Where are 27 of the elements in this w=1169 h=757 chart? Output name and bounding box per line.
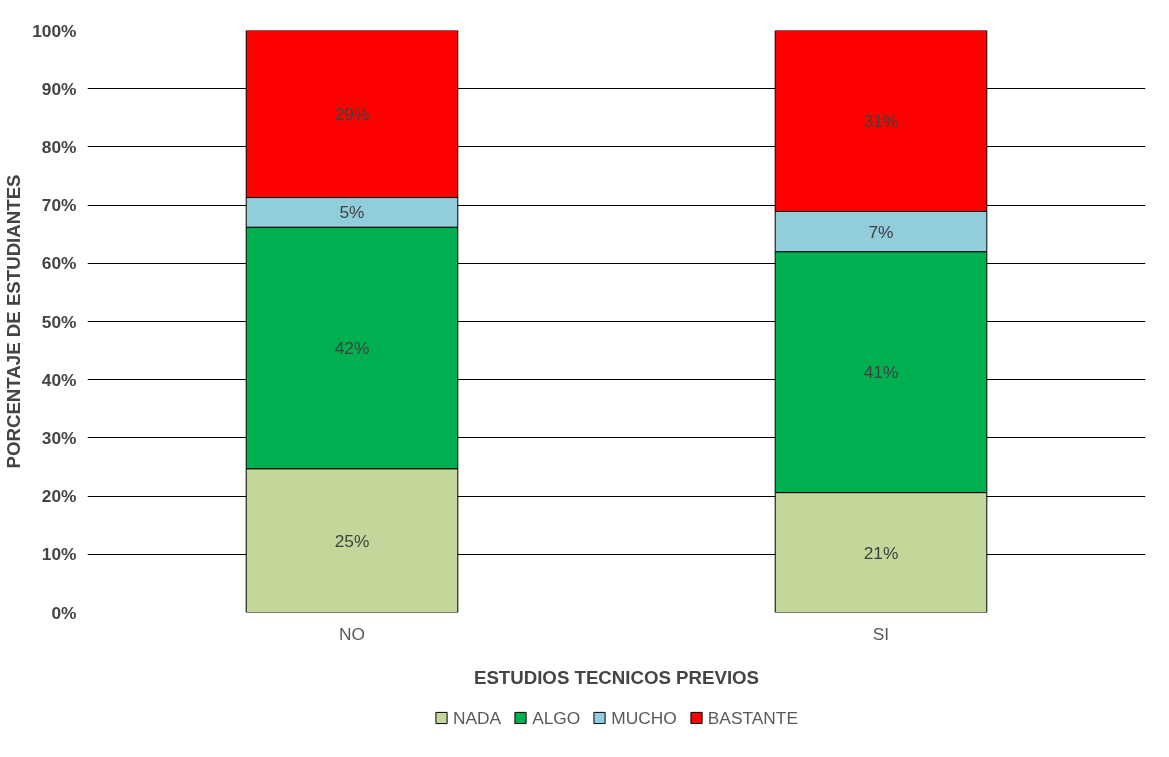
- data-label: 25%: [334, 530, 370, 551]
- data-label: 31%: [863, 111, 899, 131]
- x-tick-label: NO: [339, 623, 365, 644]
- legend-label: BASTANTE: [707, 707, 798, 728]
- y-tick-label: 80%: [41, 136, 77, 157]
- y-tick-label: 10%: [41, 544, 77, 565]
- data-label: 42%: [334, 337, 370, 358]
- y-tick-label: 30%: [41, 427, 77, 448]
- y-tick-label: 50%: [41, 311, 77, 332]
- legend-label: NADA: [453, 707, 502, 728]
- data-label: 5%: [339, 202, 365, 223]
- y-tick-label: 90%: [41, 78, 77, 99]
- y-tick-label: 70%: [41, 195, 77, 216]
- y-axis-title: PORCENTAJE DE ESTUDIANTES: [3, 174, 25, 469]
- x-axis-title: ESTUDIOS TECNICOS PREVIOS: [473, 666, 760, 688]
- data-label: 21%: [863, 542, 899, 563]
- data-label: 41%: [863, 362, 899, 383]
- x-tick-label: SI: [872, 623, 890, 644]
- legend-label: MUCHO: [611, 707, 677, 728]
- y-tick-label: 40%: [41, 369, 77, 390]
- y-tick-label: 100%: [32, 20, 77, 41]
- data-label: 7%: [868, 221, 894, 242]
- y-tick-label: 60%: [41, 253, 77, 274]
- y-tick-label: 0%: [51, 602, 77, 623]
- data-label: 29%: [334, 104, 370, 125]
- legend-label: ALGO: [532, 707, 581, 728]
- y-tick-label: 20%: [41, 486, 77, 507]
